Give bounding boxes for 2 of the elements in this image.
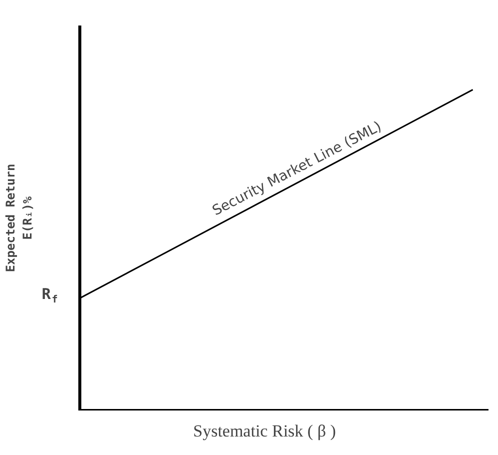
y-axis-title: Expected Return E(Rᵢ)% [4,164,34,272]
x-axis-title: Systematic Risk ( β ) [193,422,336,440]
